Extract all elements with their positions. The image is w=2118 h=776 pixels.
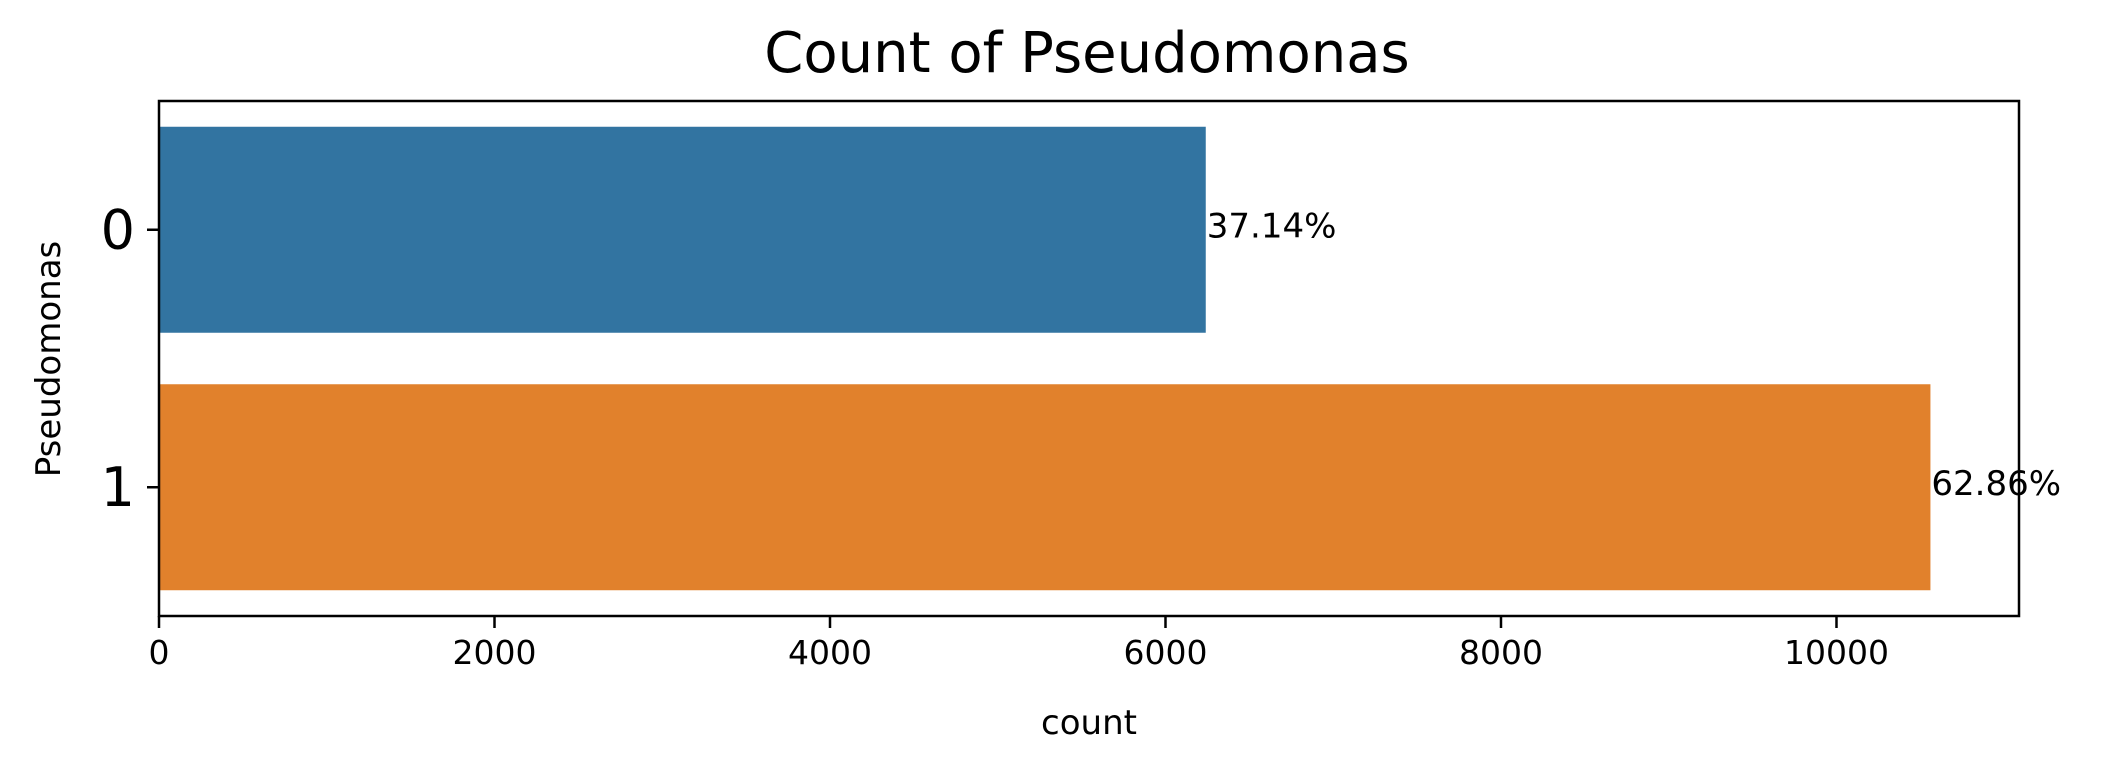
x-axis-ticks: 0 2000 4000 6000 8000 10000 — [149, 616, 1889, 672]
y-axis-label: Pseudomonas — [29, 241, 69, 478]
bar-1 — [159, 384, 1931, 591]
x-tick-label: 6000 — [1124, 633, 1208, 672]
chart-title: Count of Pseudomonas — [764, 21, 1409, 86]
x-axis-label: count — [1041, 703, 1137, 743]
bar-0 — [159, 126, 1206, 333]
bar-labels-group: 37.14% 62.86% — [1207, 206, 2061, 504]
x-tick-label: 10000 — [1784, 633, 1889, 672]
y-tick-label: 1 — [101, 456, 135, 519]
x-tick-label: 0 — [149, 633, 170, 672]
bar-value-label: 37.14% — [1207, 206, 1337, 246]
x-tick-label: 2000 — [453, 633, 537, 672]
bar-value-label: 62.86% — [1931, 464, 2061, 504]
x-tick-label: 4000 — [788, 633, 872, 672]
bars-group — [159, 126, 1931, 591]
y-axis-ticks: 01 — [101, 198, 159, 519]
y-tick-label: 0 — [101, 198, 135, 261]
x-tick-label: 8000 — [1459, 633, 1543, 672]
plot-frame — [157, 99, 2021, 618]
